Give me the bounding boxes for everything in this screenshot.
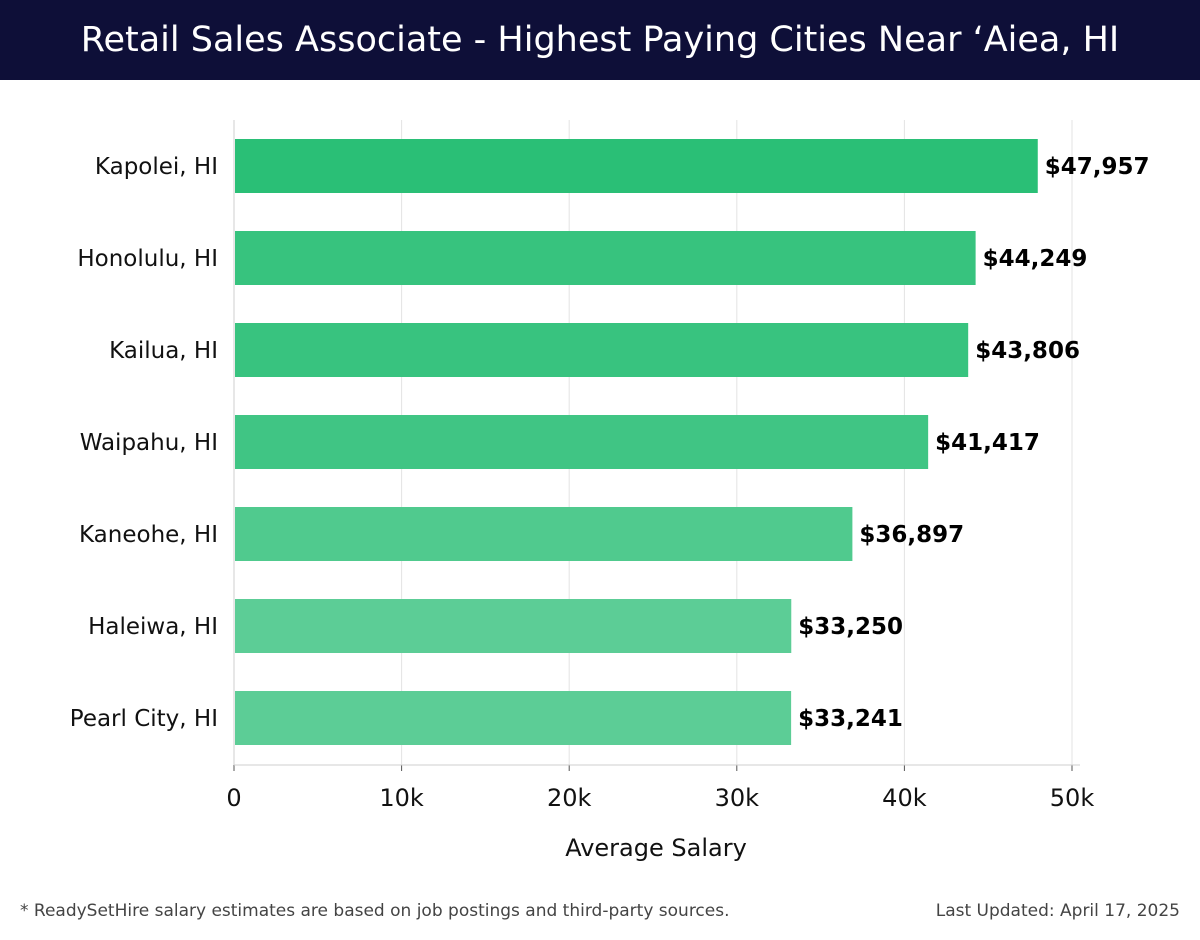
page-title: Retail Sales Associate - Highest Paying …: [80, 20, 1120, 60]
x-tick-label: 30k: [715, 784, 760, 812]
footer-last-updated: Last Updated: April 17, 2025: [935, 901, 1180, 921]
category-label: Kaneohe, HI: [79, 522, 218, 548]
category-label: Honolulu, HI: [77, 246, 218, 272]
value-label: $33,241: [798, 706, 903, 732]
x-axis-title: Average Salary: [565, 834, 747, 862]
x-tick-label: 40k: [882, 784, 927, 812]
title-bar: Retail Sales Associate - Highest Paying …: [0, 0, 1200, 80]
category-label: Kapolei, HI: [95, 154, 218, 180]
salary-bar-chart: 0 10k 20k 30k 40k 50k Kapolei, HI $47,957 Honolu…: [70, 120, 1150, 862]
category-label: Pearl City, HI: [70, 706, 218, 732]
value-label: $33,250: [798, 614, 903, 640]
axes: [233, 120, 1080, 771]
value-label: $47,957: [1045, 154, 1150, 180]
bar: [235, 507, 853, 561]
x-tick-label: 50k: [1050, 784, 1095, 812]
value-label: $44,249: [983, 246, 1088, 272]
bar: [235, 599, 792, 653]
bar: [235, 691, 792, 745]
labels: 0 10k 20k 30k 40k 50k Kapolei, HI $47,957 Honolu…: [70, 154, 1150, 812]
bars: [235, 139, 1038, 745]
bar: [235, 415, 929, 469]
category-label: Kailua, HI: [109, 338, 218, 364]
value-label: $36,897: [859, 522, 964, 548]
x-tick-label: 0: [226, 784, 241, 812]
value-label: $41,417: [935, 430, 1040, 456]
bar: [235, 139, 1038, 193]
bar: [235, 323, 969, 377]
x-tick-label: 10k: [379, 784, 424, 812]
footer-disclaimer: * ReadySetHire salary estimates are base…: [20, 901, 730, 921]
x-tick-label: 20k: [547, 784, 592, 812]
value-label: $43,806: [975, 338, 1080, 364]
category-label: Haleiwa, HI: [88, 614, 218, 640]
category-label: Waipahu, HI: [80, 430, 218, 456]
bar: [235, 231, 976, 285]
